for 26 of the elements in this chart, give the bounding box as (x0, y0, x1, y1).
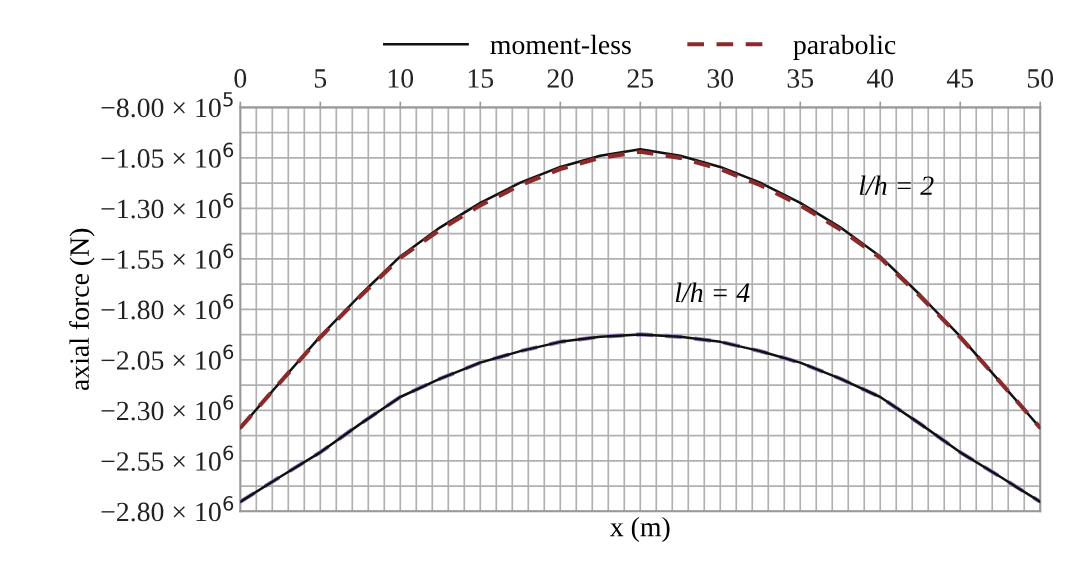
x-tick-label: 0 (234, 69, 247, 88)
x-axis-title: x (m) (610, 516, 670, 543)
x-tick-label: 5 (314, 69, 327, 88)
annotation: l/h = 4 (675, 282, 750, 303)
x-tick-label: 35 (787, 69, 814, 88)
y-tick-label: −2.30 × 10$^{6}$ (101, 395, 234, 421)
y-tick-label: −1.30 × 10$^{6}$ (101, 193, 234, 219)
y-tick-label: −1.80 × 10$^{6}$ (101, 294, 234, 320)
y-tick-label: −2.55 × 10$^{6}$ (101, 445, 234, 471)
x-tick-label: 40 (866, 69, 894, 88)
annotation: l/h = 2 (859, 175, 934, 196)
x-tick-label: 20 (547, 69, 574, 88)
y-tick-label: −1.55 × 10$^{6}$ (101, 243, 234, 269)
legend-label: parabolic (793, 34, 896, 60)
x-tick-label: 10 (388, 69, 414, 88)
x-tick-label: 45 (946, 69, 974, 88)
x-tick-label: 50 (1027, 69, 1054, 88)
y-tick-label: −1.05 × 10$^{6}$ (101, 142, 234, 168)
legend-label: moment-less (490, 34, 631, 55)
y-axis-title: axial force (N) (69, 228, 95, 391)
y-tick-label: −2.05 × 10$^{6}$ (101, 344, 234, 370)
y-tick-label: −2.80 × 10$^{6}$ (101, 496, 234, 522)
x-tick-label: 15 (468, 69, 494, 88)
x-tick-label: 30 (707, 69, 734, 88)
x-tick-label: 25 (627, 69, 654, 88)
y-tick-label: −8.00 × 10$^{5}$ (101, 92, 233, 118)
